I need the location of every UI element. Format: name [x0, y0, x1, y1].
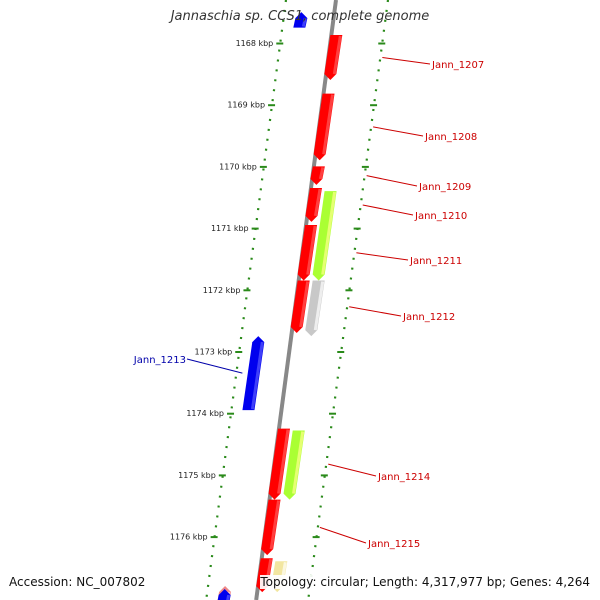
gene-label-leader: [349, 306, 402, 317]
tick-label: 1172 kbp: [203, 286, 241, 295]
gene-highlight: [313, 281, 325, 331]
tick-label: 1176 kbp: [170, 533, 208, 542]
gene-highlight: [321, 191, 337, 275]
tick-label: 1173 kbp: [195, 348, 233, 357]
gene-highlight: [269, 500, 281, 550]
gene-label[interactable]: Jann_1211: [409, 256, 462, 267]
gene-label-leader: [328, 463, 377, 477]
tick-label: 1171 kbp: [211, 224, 249, 233]
map-title: Jannaschia sp. CCS1, complete genome: [170, 9, 430, 24]
gene-label[interactable]: Jann_1207: [431, 60, 484, 71]
gene-label[interactable]: Jann_1215: [367, 539, 420, 550]
gene-label-leader: [319, 526, 367, 544]
gene-label[interactable]: Jann_1212: [402, 312, 455, 323]
gene-label[interactable]: Jann_1209: [418, 182, 471, 193]
tick-label: 1170 kbp: [219, 162, 257, 171]
tick-label: 1174 kbp: [186, 409, 224, 418]
right-track-dots: [307, 0, 390, 600]
gene-label[interactable]: Jann_1213: [133, 355, 186, 366]
gene-label-leader: [373, 126, 424, 137]
gene-label-leader: [186, 358, 243, 374]
tick-label: 1175 kbp: [178, 471, 216, 480]
gene-highlight: [250, 341, 264, 410]
gene-highlight: [299, 281, 310, 328]
gene-arrow[interactable]: [242, 336, 265, 411]
gene-highlight: [322, 94, 335, 155]
accession-text: Accession: NC_007802: [9, 575, 146, 589]
gene-label-leader: [382, 57, 431, 65]
gene-highlight: [292, 431, 305, 494]
gene-highlight: [306, 225, 317, 275]
gene-highlight: [301, 17, 307, 27]
gene-label-leader: [366, 175, 418, 187]
gene-highlight: [318, 167, 325, 180]
gene-label-leader: [362, 204, 414, 216]
gene-highlight: [226, 594, 231, 600]
tick-label: 1169 kbp: [227, 101, 265, 110]
left-track-dots: [205, 0, 288, 600]
gene-label[interactable]: Jann_1214: [377, 472, 430, 483]
gene-label[interactable]: Jann_1208: [424, 132, 477, 143]
genome-summary-text: Topology: circular; Length: 4,317,977 bp…: [260, 575, 590, 589]
gene-label-leader: [356, 252, 409, 261]
tick-label: 1168 kbp: [236, 39, 274, 48]
gene-highlight: [313, 188, 322, 217]
gene-highlight: [332, 35, 342, 75]
gene-highlight: [277, 429, 290, 494]
gene-label[interactable]: Jann_1210: [414, 211, 467, 222]
